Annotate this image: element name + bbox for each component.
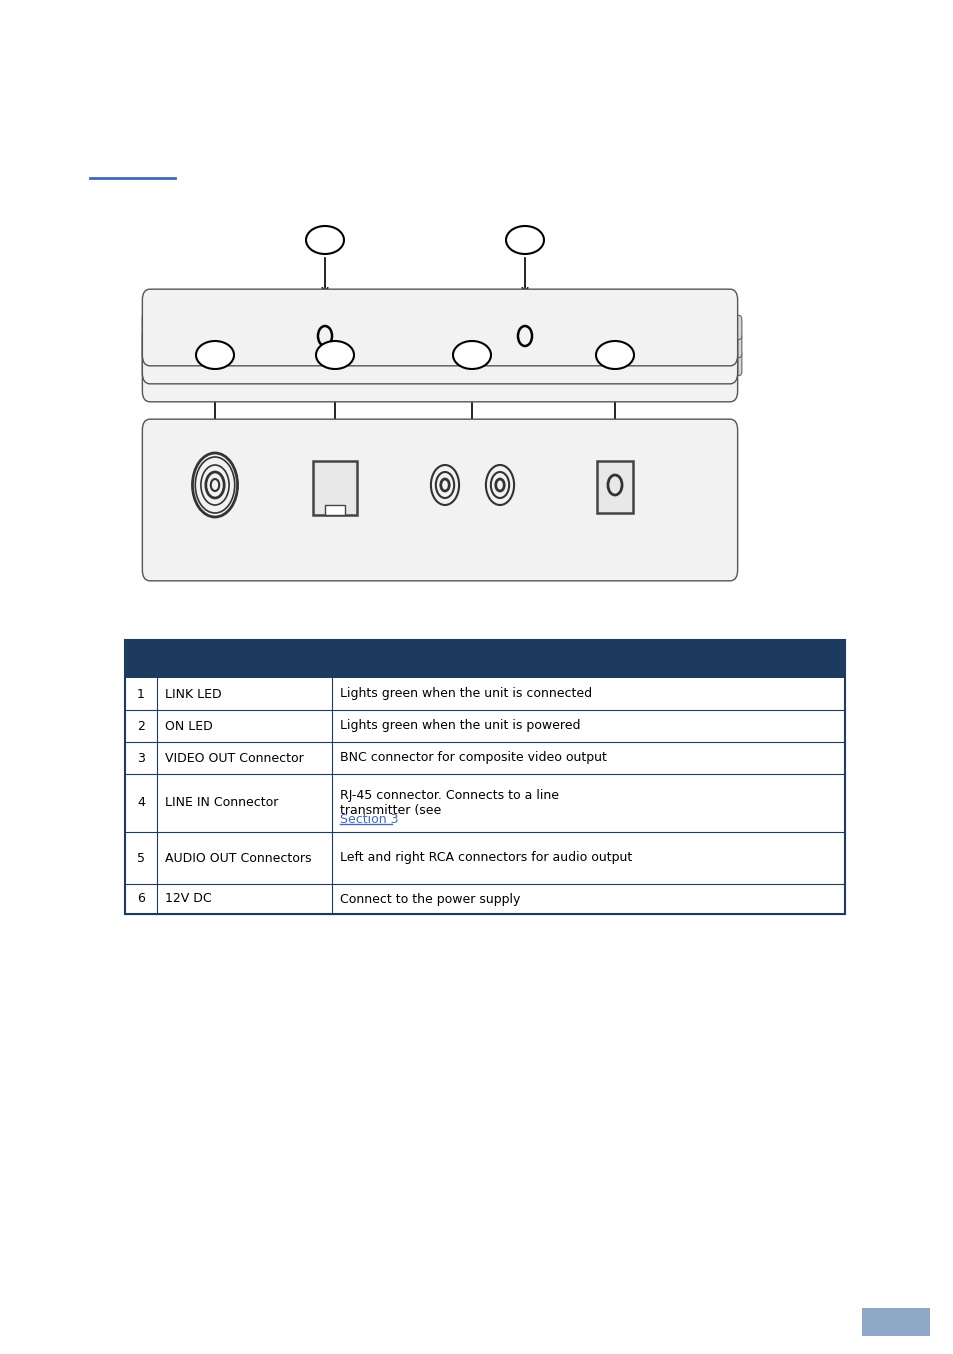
Text: 718-10: 718-10	[660, 338, 714, 352]
Text: 1: 1	[137, 688, 145, 700]
Text: +: +	[632, 520, 641, 529]
Text: RJ-45 connector. Connects to a line
transmitter (see: RJ-45 connector. Connects to a line tran…	[339, 789, 558, 816]
Text: Lights green when the unit is powered: Lights green when the unit is powered	[339, 719, 579, 733]
Text: 718-05: 718-05	[660, 321, 714, 334]
Text: 5: 5	[466, 348, 476, 363]
Text: AUDIO OUT Connectors: AUDIO OUT Connectors	[165, 852, 312, 864]
Text: RIGHT: RIGHT	[484, 441, 515, 452]
Text: Video-Audio Line Receiver: Video-Audio Line Receiver	[174, 357, 338, 370]
Text: 2: 2	[137, 719, 145, 733]
Text: LINK LED: LINK LED	[165, 688, 221, 700]
Text: ON: ON	[517, 311, 533, 321]
Text: LINE IN Connector: LINE IN Connector	[165, 796, 278, 810]
Text: 4: 4	[137, 796, 145, 810]
Text: LINK: LINK	[313, 311, 336, 321]
Text: Video-Audio Line Receiver: Video-Audio Line Receiver	[174, 338, 338, 352]
Text: Left and right RCA connectors for audio output: Left and right RCA connectors for audio …	[339, 852, 632, 864]
Text: 6: 6	[609, 348, 619, 363]
Text: 5: 5	[137, 852, 145, 864]
Text: VIDEO OUT Connector: VIDEO OUT Connector	[165, 751, 303, 765]
Text: Description: Description	[548, 653, 628, 666]
Text: 6: 6	[137, 892, 145, 906]
Text: Item: Item	[229, 653, 260, 666]
Text: 3: 3	[137, 751, 145, 765]
Text: Connect to the power supply: Connect to the power supply	[339, 892, 519, 906]
Text: #: #	[135, 653, 146, 666]
Text: Section 3: Section 3	[339, 812, 398, 826]
Text: LEFT: LEFT	[433, 441, 456, 452]
Text: Video-Audio Line Receiver: Video-Audio Line Receiver	[174, 321, 338, 334]
Text: 4: 4	[330, 348, 340, 363]
Text: BNC connector for composite video output: BNC connector for composite video output	[339, 751, 606, 765]
Text: 8: 8	[890, 1313, 901, 1331]
Text: ⏚: ⏚	[634, 535, 639, 546]
Text: 3: 3	[210, 348, 220, 363]
Text: 718-15: 718-15	[659, 356, 714, 371]
Text: AUDIO OUT: AUDIO OUT	[442, 547, 501, 556]
Text: VIDEO OUT: VIDEO OUT	[186, 547, 244, 556]
Text: ON LED: ON LED	[165, 719, 213, 733]
Text: 2: 2	[519, 233, 530, 248]
Text: Lights green when the unit is connected: Lights green when the unit is connected	[339, 688, 592, 700]
Text: 12V DC: 12V DC	[595, 441, 634, 452]
Text: 1: 1	[319, 233, 330, 248]
Text: LINE IN: LINE IN	[316, 547, 354, 556]
Text: 12V DC: 12V DC	[165, 892, 212, 906]
